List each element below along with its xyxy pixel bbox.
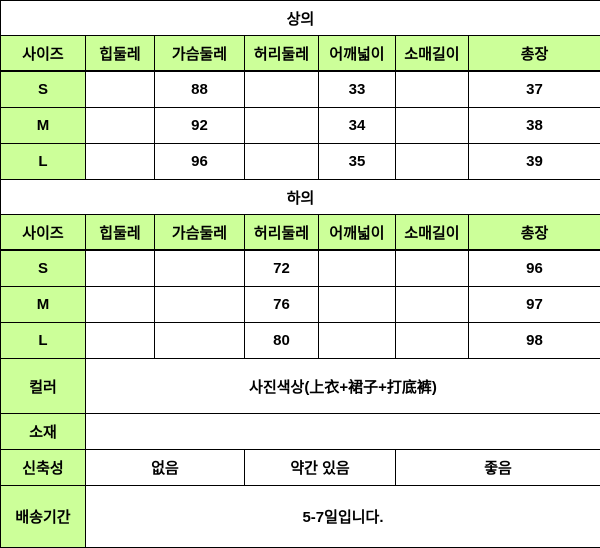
value-cell [319, 323, 396, 359]
table-row: M 92 34 38 [1, 108, 600, 144]
size-cell: L [1, 323, 86, 359]
value-cell: 37 [469, 71, 600, 108]
size-cell: S [1, 250, 86, 287]
table-row: M 76 97 [1, 287, 600, 323]
elasticity-option-none: 없음 [86, 450, 245, 486]
elasticity-option-good: 좋음 [396, 450, 600, 486]
value-cell: 34 [319, 108, 396, 144]
column-header-length: 총장 [469, 36, 600, 72]
info-label-shipping: 배송기간 [1, 486, 86, 548]
value-cell: 88 [155, 71, 245, 108]
value-cell: 33 [319, 71, 396, 108]
section-title-tops: 상의 [1, 1, 600, 36]
table-row: L 96 35 39 [1, 144, 600, 180]
table-row: S 72 96 [1, 250, 600, 287]
value-cell: 76 [245, 287, 319, 323]
value-cell [155, 287, 245, 323]
info-label-elasticity: 신축성 [1, 450, 86, 486]
value-cell [245, 108, 319, 144]
value-cell [86, 287, 155, 323]
column-header-chest: 가슴둘레 [155, 36, 245, 72]
column-header-length: 총장 [469, 215, 600, 251]
column-header-shoulder: 어깨넓이 [319, 215, 396, 251]
info-label-material: 소재 [1, 414, 86, 450]
size-cell: M [1, 108, 86, 144]
value-cell [396, 250, 469, 287]
value-cell [86, 71, 155, 108]
info-value-shipping: 5-7일입니다. [86, 486, 600, 548]
value-cell [245, 144, 319, 180]
column-header-waist: 허리둘레 [245, 36, 319, 72]
column-header-size: 사이즈 [1, 36, 86, 72]
table-row: 컬러 사진색상(上衣+裙子+打底裤) [1, 359, 600, 414]
column-header-sleeve: 소매길이 [396, 215, 469, 251]
info-value-color: 사진색상(上衣+裙子+打底裤) [86, 359, 600, 414]
value-cell [155, 250, 245, 287]
column-header-hip: 힙둘레 [86, 215, 155, 251]
section-title-bottoms: 하의 [1, 180, 600, 215]
value-cell [396, 108, 469, 144]
value-cell [86, 144, 155, 180]
value-cell: 96 [155, 144, 245, 180]
value-cell [155, 323, 245, 359]
table-row: 신축성 없음 약간 있음 좋음 [1, 450, 600, 486]
value-cell: 98 [469, 323, 600, 359]
table-row: 소재 [1, 414, 600, 450]
value-cell [86, 250, 155, 287]
value-cell [396, 144, 469, 180]
value-cell [245, 71, 319, 108]
table-row: 사이즈 힙둘레 가슴둘레 허리둘레 어깨넓이 소매길이 총장 [1, 36, 600, 72]
value-cell [396, 323, 469, 359]
value-cell: 96 [469, 250, 600, 287]
value-cell [319, 250, 396, 287]
info-label-color: 컬러 [1, 359, 86, 414]
value-cell [396, 287, 469, 323]
column-header-waist: 허리둘레 [245, 215, 319, 251]
value-cell: 39 [469, 144, 600, 180]
table-row: 하의 [1, 180, 600, 215]
column-header-chest: 가슴둘레 [155, 215, 245, 251]
value-cell [86, 108, 155, 144]
column-header-shoulder: 어깨넓이 [319, 36, 396, 72]
value-cell [319, 287, 396, 323]
value-cell: 35 [319, 144, 396, 180]
value-cell [396, 71, 469, 108]
table-row: 배송기간 5-7일입니다. [1, 486, 600, 548]
table-row: L 80 98 [1, 323, 600, 359]
table-row: 상의 [1, 1, 600, 36]
size-cell: S [1, 71, 86, 108]
column-header-size: 사이즈 [1, 215, 86, 251]
table-row: S 88 33 37 [1, 71, 600, 108]
value-cell: 80 [245, 323, 319, 359]
value-cell: 38 [469, 108, 600, 144]
value-cell: 72 [245, 250, 319, 287]
value-cell: 97 [469, 287, 600, 323]
column-header-sleeve: 소매길이 [396, 36, 469, 72]
size-cell: L [1, 144, 86, 180]
value-cell [86, 323, 155, 359]
elasticity-option-slight: 약간 있음 [245, 450, 396, 486]
info-value-material [86, 414, 600, 450]
size-cell: M [1, 287, 86, 323]
table-row: 사이즈 힙둘레 가슴둘레 허리둘레 어깨넓이 소매길이 총장 [1, 215, 600, 251]
column-header-hip: 힙둘레 [86, 36, 155, 72]
value-cell: 92 [155, 108, 245, 144]
